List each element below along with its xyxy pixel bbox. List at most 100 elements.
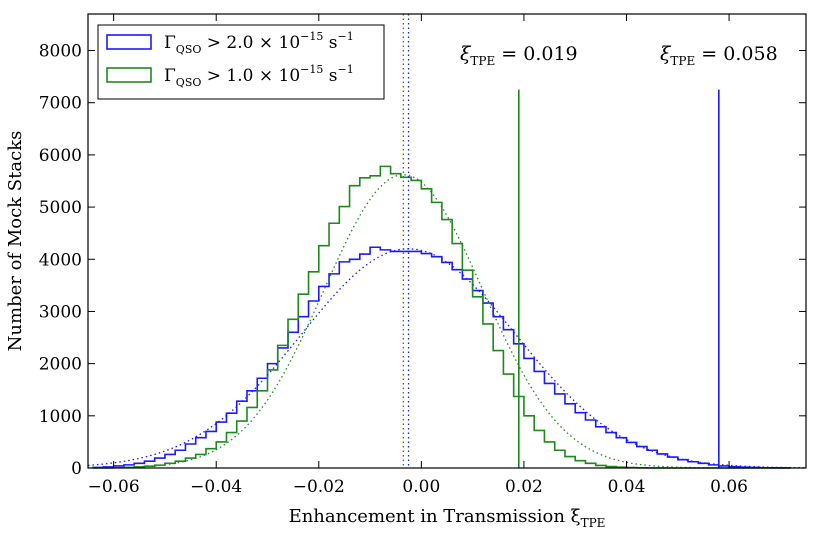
histogram-bin — [391, 251, 401, 468]
histogram-bin — [288, 319, 298, 468]
histogram-bin — [226, 433, 236, 468]
histogram-bin — [544, 442, 554, 468]
histogram-bin — [319, 286, 329, 468]
histogram-step-line — [93, 165, 791, 469]
histogram-bin — [421, 254, 431, 468]
histogram-bin — [309, 301, 319, 468]
gaussian-fit-layer — [87, 174, 807, 469]
histogram-bin — [462, 279, 472, 468]
histogram-series-1 — [92, 246, 792, 469]
y-tick-label: 1000 — [39, 407, 82, 427]
histogram-bin — [432, 202, 442, 468]
histogram-bin — [483, 303, 493, 468]
histogram-bin — [370, 176, 380, 468]
histogram-bin — [298, 294, 308, 468]
histogram-bin — [555, 450, 565, 468]
histogram-bin — [175, 450, 185, 468]
histogram-bin — [473, 297, 483, 468]
histogram-bin — [339, 262, 349, 468]
histogram-bin — [206, 431, 216, 468]
legend-swatch — [106, 34, 152, 50]
histogram-bin — [411, 251, 421, 468]
histogram-bin — [196, 438, 206, 468]
histogram-bin — [575, 413, 585, 468]
histogram-bin — [524, 358, 534, 468]
x-tick-label: −0.04 — [190, 477, 242, 497]
axis-ticks-layer: −0.06 −0.04 −0.02 0.00 0.02 0.04 0.06 0 1000 2000… — [39, 14, 806, 497]
annotation-layer: ξTPE = 0.019 ξTPE = 0.058 — [460, 43, 778, 68]
histogram-bin — [503, 374, 513, 468]
y-tick-label: 7000 — [39, 94, 82, 114]
histogram-bin — [411, 180, 421, 468]
histogram-bin — [350, 186, 360, 468]
histogram-bin — [503, 330, 513, 468]
histogram-bin — [585, 420, 595, 468]
histogram-bin — [329, 274, 339, 468]
histogram-bin — [452, 244, 462, 468]
histogram-bin — [391, 174, 401, 468]
histogram-bin — [268, 370, 278, 468]
histogram-bin — [257, 391, 267, 468]
xi-annotation-1: ξTPE = 0.019 — [460, 43, 578, 68]
y-tick-label: 8000 — [39, 42, 82, 62]
histogram-bin — [575, 461, 585, 468]
histogram-bin — [493, 317, 503, 468]
histogram-step-line — [92, 246, 792, 469]
x-axis-title: Enhancement in Transmission ξTPE — [289, 506, 606, 530]
histogram-bin — [565, 404, 575, 468]
x-tick-label: 0.06 — [710, 477, 748, 497]
histogram-bin — [606, 433, 616, 468]
histogram-bin — [534, 430, 544, 468]
histogram-bin — [339, 207, 349, 468]
legend-label: ΓQSO > 2.0 × 10−15 s−1 — [164, 30, 354, 56]
histogram-bin — [565, 457, 575, 468]
xi-annotation-2: ξTPE = 0.058 — [660, 43, 778, 68]
histogram-bin — [401, 177, 411, 468]
histogram-bin — [534, 371, 544, 468]
histogram-bin — [144, 461, 154, 468]
histogram-bin — [329, 223, 339, 468]
histogram-bin — [616, 438, 626, 468]
histogram-bin — [380, 250, 390, 468]
histogram-bin — [442, 220, 452, 468]
histogram-bin — [493, 351, 503, 468]
reference-lines-layer — [402, 14, 720, 468]
histogram-bin — [247, 407, 257, 468]
histogram-bin — [627, 442, 637, 468]
gaussian-fit-curve — [87, 174, 806, 469]
histogram-bin — [432, 257, 442, 468]
histogram-bin — [155, 458, 165, 468]
histogram-bin — [555, 394, 565, 468]
histogram-series-2 — [93, 165, 791, 469]
histogram-bin — [668, 457, 678, 468]
histogram-bin — [678, 460, 688, 468]
histogram-series-layer — [92, 165, 792, 469]
histogram-bin — [298, 317, 308, 468]
histogram-bin — [268, 364, 278, 468]
histogram-bin — [226, 413, 236, 468]
y-axis-title: Number of Mock Stacks — [5, 131, 26, 352]
y-tick-label: 6000 — [39, 146, 82, 166]
x-tick-label: 0.04 — [608, 477, 646, 497]
histogram-bin — [370, 247, 380, 468]
histogram-bin — [401, 251, 411, 468]
x-tick-label: 0.02 — [505, 477, 543, 497]
histogram-bin — [483, 324, 493, 468]
histogram-bin — [206, 449, 216, 468]
legend-swatch — [106, 67, 152, 83]
histogram-bin — [175, 461, 185, 468]
histogram-bin — [360, 178, 370, 468]
histogram-bin — [257, 378, 267, 468]
histogram-bin — [360, 254, 370, 468]
histogram-bin — [319, 246, 329, 468]
histogram-bin — [524, 416, 534, 468]
histogram-bin — [380, 166, 390, 468]
histogram-bin — [165, 454, 175, 468]
legend-box — [97, 24, 385, 100]
histogram-bin — [452, 270, 462, 468]
histogram-bin — [278, 345, 288, 468]
histogram-bin — [216, 442, 226, 468]
x-tick-label: −0.06 — [88, 477, 140, 497]
histogram-bin — [544, 383, 554, 468]
